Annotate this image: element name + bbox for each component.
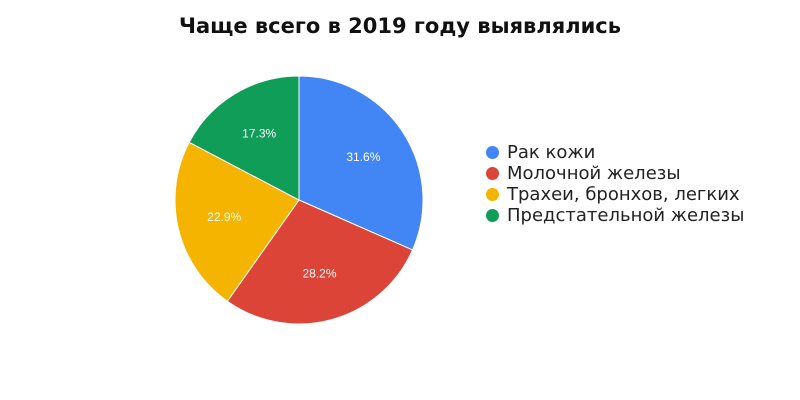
- pie-slice[interactable]: [298, 75, 424, 251]
- legend: Рак кожи Молочной железы Трахеи, бронхов…: [486, 142, 744, 226]
- legend-item[interactable]: Трахеи, бронхов, легких: [486, 184, 744, 205]
- pie-labels: 31.6% 28.2% 22.9% 17.3%: [207, 126, 381, 280]
- legend-item[interactable]: Рак кожи: [486, 142, 744, 163]
- pie-slices: [174, 75, 424, 325]
- pie-slice[interactable]: [188, 75, 300, 201]
- slice-label: 17.3%: [242, 126, 276, 140]
- legend-item[interactable]: Предстательной железы: [486, 205, 744, 226]
- legend-label: Молочной железы: [507, 163, 681, 184]
- slice-label: 31.6%: [346, 150, 380, 164]
- legend-swatch: [486, 188, 499, 201]
- legend-swatch: [486, 167, 499, 180]
- legend-swatch: [486, 146, 499, 159]
- slice-label: 28.2%: [302, 266, 336, 280]
- pie-slice[interactable]: [174, 141, 300, 302]
- legend-label: Рак кожи: [507, 142, 596, 163]
- legend-swatch: [486, 209, 499, 222]
- legend-label: Предстательной железы: [507, 205, 745, 226]
- legend-item[interactable]: Молочной железы: [486, 163, 744, 184]
- pie-slice[interactable]: [226, 199, 414, 325]
- legend-label: Трахеи, бронхов, легких: [507, 184, 740, 205]
- chart-title: Чаще всего в 2019 году выявлялись: [178, 14, 622, 38]
- slice-label: 22.9%: [207, 210, 241, 224]
